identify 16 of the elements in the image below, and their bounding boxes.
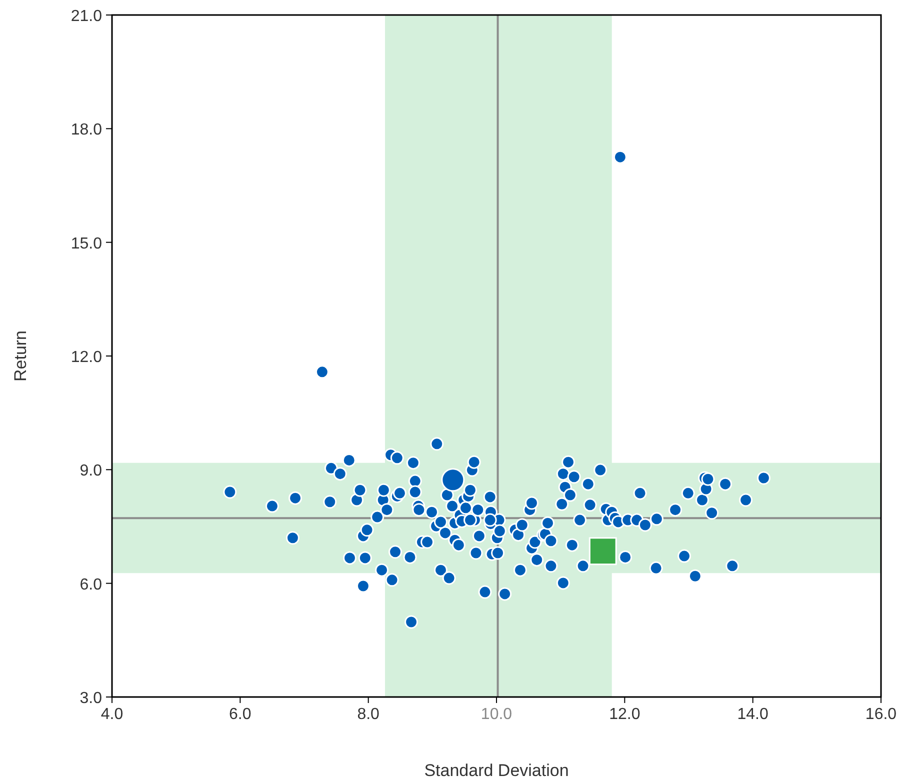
y-tick-label: 15.0 xyxy=(70,235,102,252)
y-tick-label: 3.0 xyxy=(80,690,102,707)
x-tick-label: 10.0 xyxy=(480,706,512,723)
x-tick-label: 8.0 xyxy=(357,706,380,723)
x-tick-label: 4.0 xyxy=(100,706,124,723)
x-tick-label: 14.0 xyxy=(737,706,769,723)
y-tick-label: 6.0 xyxy=(80,576,102,594)
y-axis-title: Return xyxy=(11,330,30,382)
x-axis-title: Standard Deviation xyxy=(424,761,569,780)
x-tick-label: 12.0 xyxy=(609,706,640,723)
y-tick-label: 21.0 xyxy=(70,8,102,25)
y-tick-label: 18.0 xyxy=(70,122,102,139)
x-tick-label: 6.0 xyxy=(229,706,252,723)
y-tick-label: 12.0 xyxy=(70,349,102,366)
x-tick-label: 16.0 xyxy=(865,706,897,723)
y-tick-label: 9.0 xyxy=(80,462,102,480)
